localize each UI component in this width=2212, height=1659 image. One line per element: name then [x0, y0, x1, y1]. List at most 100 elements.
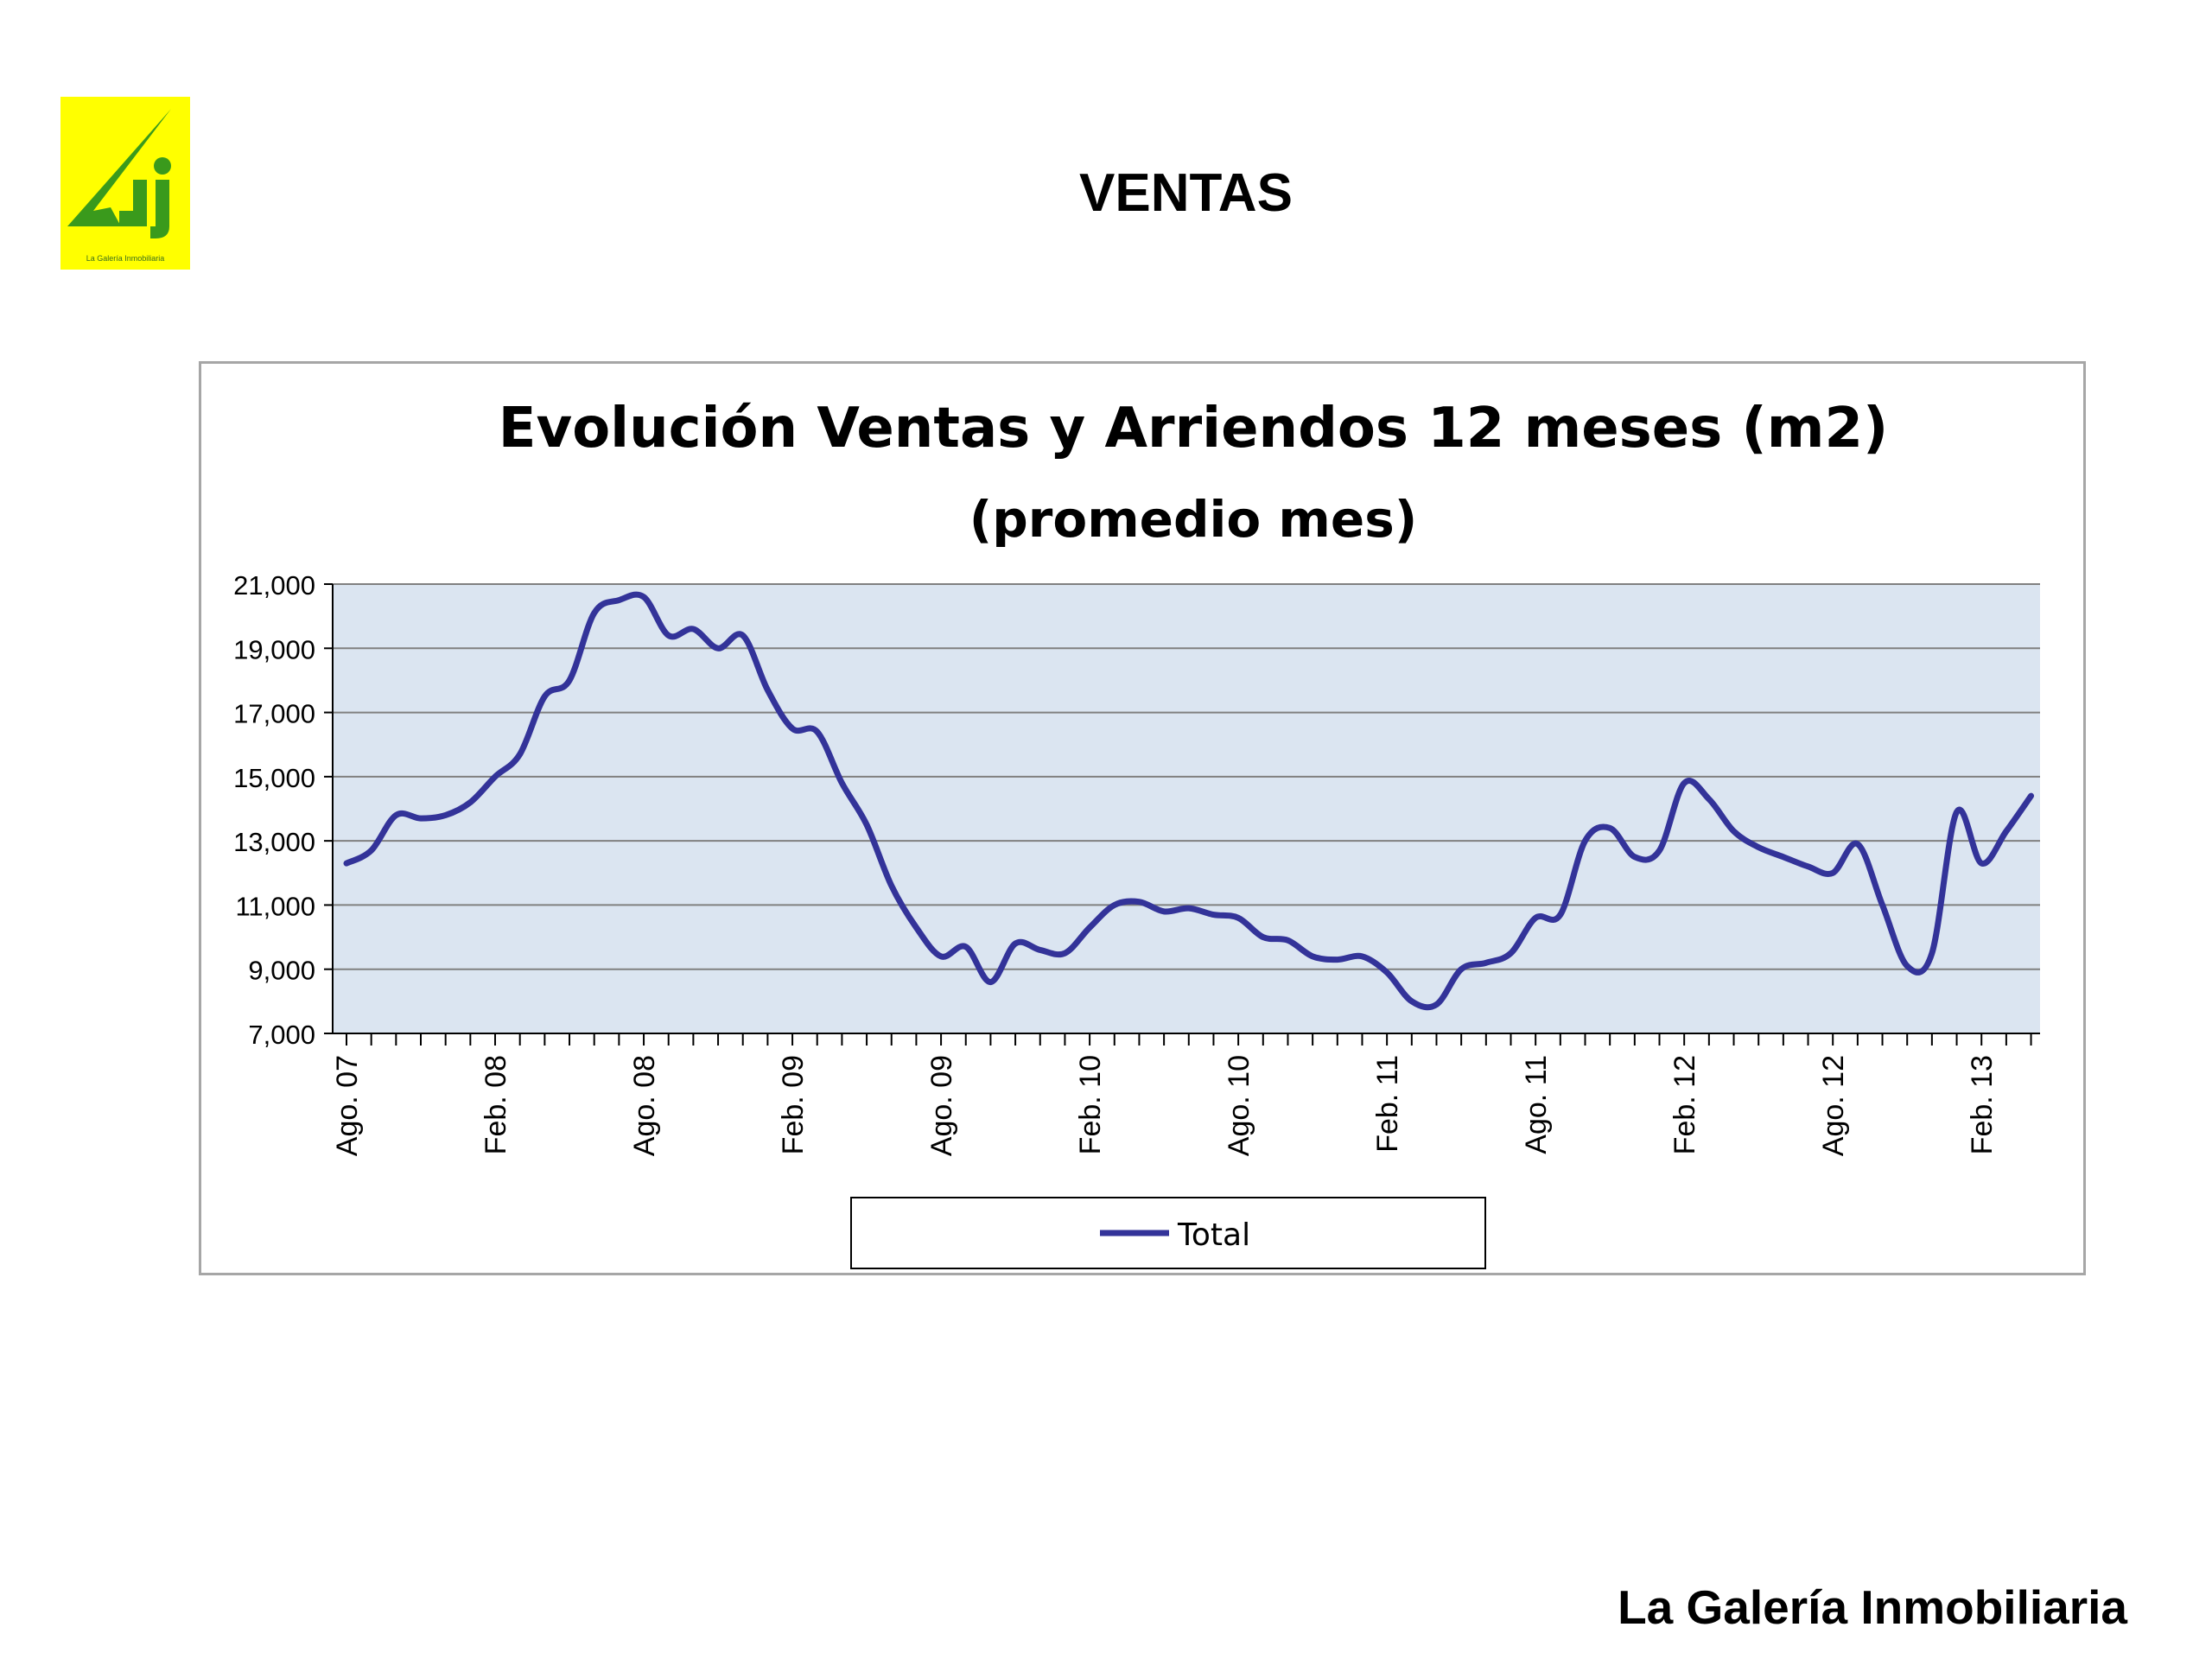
- x-tick-label: Feb. 12: [1669, 1055, 1701, 1154]
- data-point: [1931, 952, 1933, 954]
- x-axis: Ago. 07 Feb. 08 Ago. 08 Feb. 09 Ago. 09 Feb. …: [331, 1033, 2040, 1156]
- y-tick-label: 7,000: [248, 1020, 315, 1050]
- data-point: [1683, 782, 1685, 784]
- data-point: [643, 596, 645, 598]
- data-point: [1460, 969, 1462, 970]
- x-tick-label: Feb. 08: [480, 1055, 512, 1154]
- y-tick-label: 19,000: [233, 634, 315, 664]
- legend-label: Total: [1177, 1217, 1250, 1253]
- footer-brand: La Galería Inmobiliaria: [1618, 1580, 2127, 1634]
- data-point: [1262, 937, 1264, 938]
- data-point: [915, 926, 917, 928]
- chart-title: Evolución Ventas y Arriendos 12 meses (m…: [499, 397, 1889, 461]
- data-point: [692, 628, 694, 630]
- data-point: [2005, 830, 2007, 832]
- data-point: [891, 885, 893, 887]
- data-point: [1758, 847, 1759, 849]
- data-point: [1733, 830, 1735, 832]
- x-tick-label: Ago. 12: [1817, 1055, 1850, 1156]
- data-point: [1114, 904, 1116, 906]
- data-point: [494, 776, 496, 778]
- data-point: [1609, 827, 1611, 829]
- data-point: [791, 728, 793, 729]
- data-point: [519, 753, 521, 755]
- data-point: [1808, 866, 1809, 868]
- data-point: [1535, 917, 1536, 918]
- data-point: [1287, 939, 1288, 941]
- data-point: [569, 679, 570, 681]
- logo-green-j-shape: [150, 180, 169, 238]
- y-tick-label: 11,000: [235, 891, 315, 921]
- data-point: [1312, 956, 1313, 957]
- y-tick-label: 15,000: [233, 763, 315, 793]
- data-point: [1485, 962, 1487, 963]
- data-point: [1659, 849, 1661, 851]
- chart-frame: Evolución Ventas y Arriendos 12 meses (m…: [199, 361, 2086, 1275]
- data-point: [1212, 914, 1214, 916]
- data-point: [940, 956, 942, 957]
- data-point: [1857, 843, 1859, 845]
- data-point: [1708, 798, 1710, 800]
- y-tick-label: 9,000: [248, 956, 315, 986]
- data-point: [1014, 943, 1016, 944]
- data-point: [989, 982, 991, 983]
- y-axis: 7,000 9,000 11,000 13,000 15,000 17,000 19,000…: [233, 570, 334, 1050]
- data-series: [343, 591, 2035, 1011]
- x-tick-label: Ago. 09: [925, 1055, 958, 1156]
- data-point: [469, 802, 471, 804]
- data-point: [1089, 926, 1090, 928]
- data-point: [420, 817, 422, 819]
- data-point: [965, 946, 967, 948]
- x-tick-label: Ago. 07: [331, 1055, 364, 1156]
- data-point: [717, 647, 719, 649]
- data-point: [742, 634, 744, 636]
- slide-title: VENTAS: [1079, 163, 1293, 223]
- plot-area: [333, 584, 2040, 1033]
- data-point: [817, 731, 818, 733]
- x-tick-label: Feb. 13: [1966, 1055, 1999, 1154]
- logo-caption: La Galería Inmobiliaria: [86, 254, 165, 263]
- x-tick-label: Ago. 10: [1223, 1055, 1255, 1156]
- data-point: [1361, 956, 1363, 957]
- data-point: [2031, 795, 2032, 797]
- data-point: [346, 862, 347, 864]
- data-point: [866, 824, 868, 826]
- x-tick-label: Feb. 09: [777, 1055, 810, 1154]
- logo-green-l-shape: [67, 109, 171, 226]
- data-point: [371, 849, 372, 851]
- logo-green-dot: [154, 157, 171, 175]
- data-point: [1039, 949, 1041, 950]
- x-tick-label: Ago. 11: [1520, 1055, 1553, 1154]
- data-point: [1906, 965, 1908, 967]
- data-point: [618, 600, 620, 601]
- data-point: [395, 814, 397, 816]
- x-tick-label: Ago. 08: [628, 1055, 661, 1156]
- data-point: [1237, 917, 1239, 918]
- x-tick-label: Feb. 11: [1371, 1055, 1404, 1153]
- y-tick-label: 17,000: [233, 699, 315, 729]
- logo-green-i-shape: [119, 180, 147, 226]
- x-tick-label: Feb. 10: [1074, 1055, 1107, 1154]
- series-line-total: [343, 591, 2035, 1011]
- data-point: [1560, 914, 1561, 916]
- data-point: [1386, 971, 1388, 973]
- data-point: [1956, 811, 1958, 813]
- company-logo: La Galería Inmobiliaria: [60, 97, 190, 270]
- data-point: [1882, 904, 1884, 906]
- data-point: [1510, 952, 1511, 954]
- y-tick-label: 21,000: [233, 570, 315, 601]
- data-point: [594, 612, 595, 613]
- data-point: [841, 782, 842, 784]
- data-point: [1411, 1001, 1413, 1002]
- data-point: [1634, 856, 1636, 858]
- data-point: [1188, 907, 1190, 909]
- chart-subtitle: (promedio mes): [969, 490, 1418, 549]
- data-point: [1832, 872, 1834, 874]
- data-point: [668, 634, 670, 636]
- data-point: [1783, 856, 1784, 858]
- data-point: [1163, 911, 1165, 912]
- data-point: [445, 814, 447, 816]
- legend: Total: [850, 1197, 1486, 1269]
- data-point: [1585, 840, 1586, 842]
- line-chart: Evolución Ventas y Arriendos 12 meses (m…: [233, 397, 2040, 1269]
